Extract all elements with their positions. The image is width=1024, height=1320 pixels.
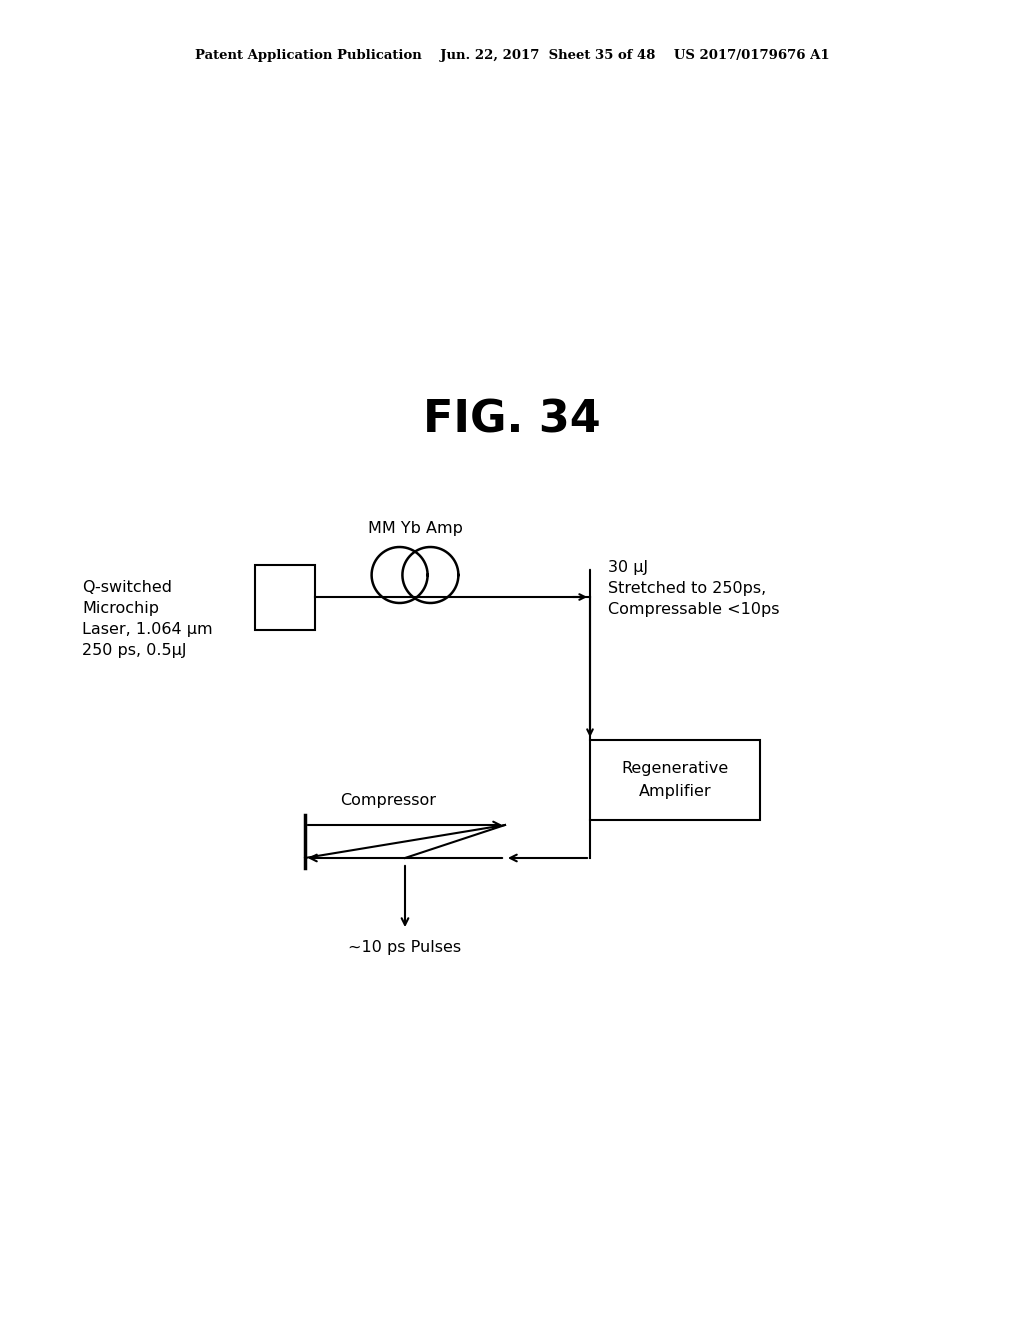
Text: FIG. 34: FIG. 34 bbox=[423, 399, 601, 441]
Text: Patent Application Publication    Jun. 22, 2017  Sheet 35 of 48    US 2017/01796: Patent Application Publication Jun. 22, … bbox=[195, 49, 829, 62]
Bar bbox=[590, 741, 760, 820]
Text: Regenerative
Amplifier: Regenerative Amplifier bbox=[622, 762, 729, 799]
Text: Q-switched
Microchip
Laser, 1.064 μm
250 ps, 0.5μJ: Q-switched Microchip Laser, 1.064 μm 250… bbox=[82, 579, 213, 657]
Text: 30 μJ
Stretched to 250ps,
Compressable <10ps: 30 μJ Stretched to 250ps, Compressable <… bbox=[608, 560, 779, 616]
Bar bbox=[255, 565, 315, 630]
Text: MM Yb Amp: MM Yb Amp bbox=[368, 520, 463, 536]
Text: ~10 ps Pulses: ~10 ps Pulses bbox=[348, 940, 462, 954]
Text: Compressor: Compressor bbox=[340, 792, 436, 808]
